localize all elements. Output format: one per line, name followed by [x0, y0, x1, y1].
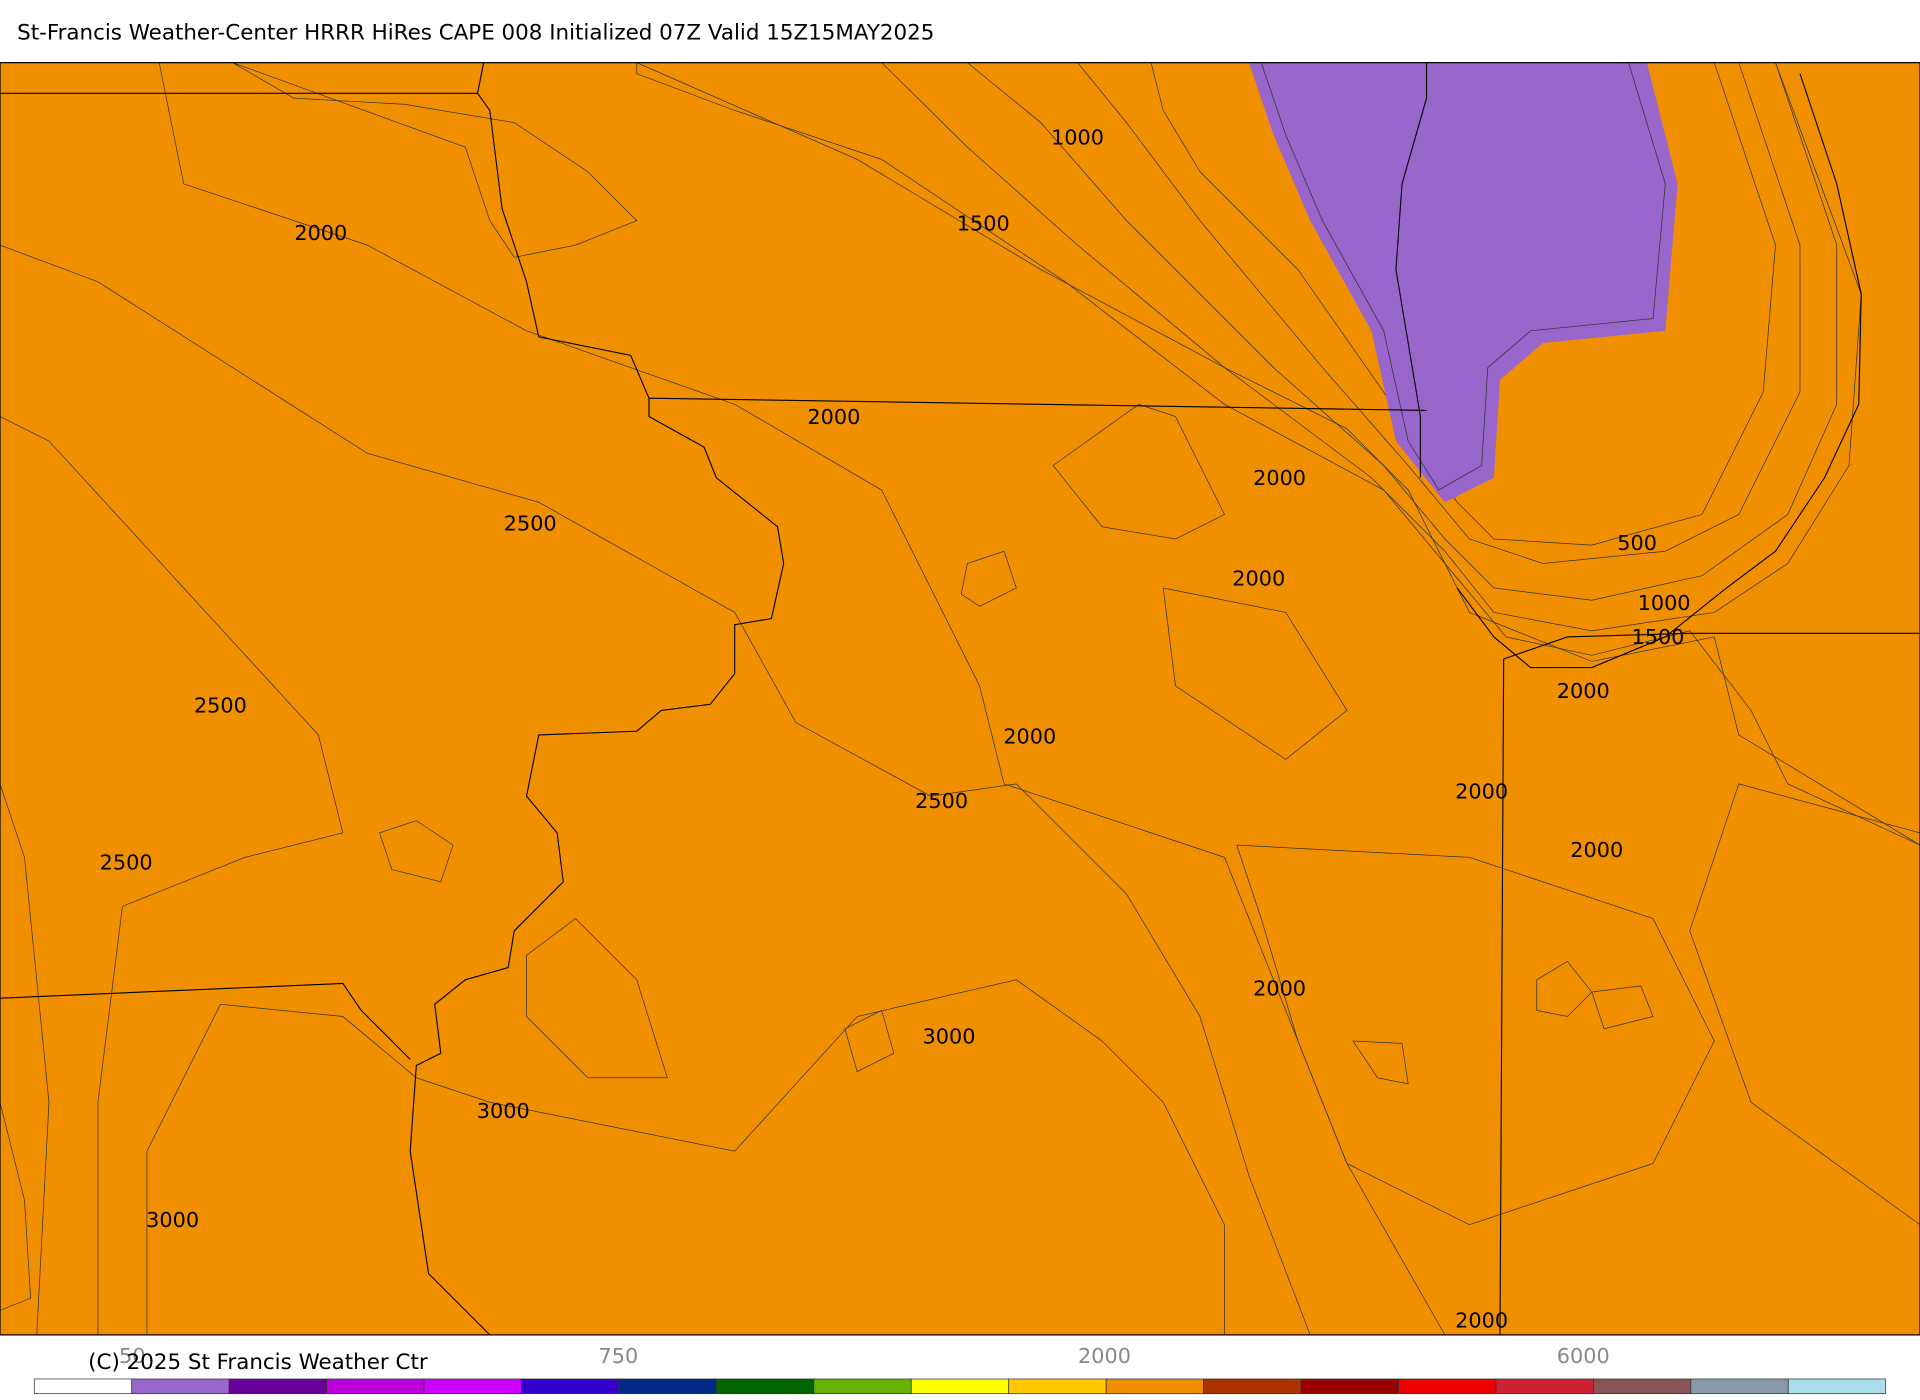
- contour-label: 2000: [1455, 779, 1508, 803]
- colorbar-swatch: [326, 1378, 425, 1395]
- contour-label: 3000: [477, 1099, 530, 1123]
- colorbar-swatch: [1398, 1378, 1497, 1395]
- cape-field: [526, 918, 668, 1079]
- colorbar: 50 750 2000 6000: [33, 1344, 1887, 1395]
- cape-field: [1591, 985, 1654, 1030]
- map-frame: [0, 62, 1920, 1336]
- contour-labels: 1000 1500 2000 2000 2000 2500 500 2000 1000 1500 2…: [100, 126, 1691, 1333]
- map-area: [0, 62, 1920, 1336]
- colorbar-swatch: [521, 1378, 620, 1395]
- contour-label: 500: [1617, 531, 1657, 555]
- contour-label: 2500: [194, 694, 247, 718]
- cape-field: [0, 1102, 31, 1311]
- contour-label: 2500: [100, 850, 153, 874]
- contour-label: 2500: [915, 789, 968, 813]
- contour-label: 2000: [1570, 838, 1623, 862]
- cape-field: [636, 62, 1920, 846]
- contour-label: 1500: [957, 211, 1010, 235]
- colorbar-swatch: [1008, 1378, 1107, 1395]
- contour-label: 2000: [807, 405, 860, 429]
- contour-label: 2000: [1455, 1308, 1508, 1332]
- cape-field: [1236, 844, 1715, 1226]
- cape-field: [1248, 62, 1678, 503]
- colorbar-swatch: [716, 1378, 815, 1395]
- cape-field: [1076, 62, 1801, 564]
- cape-field: [880, 62, 1862, 632]
- contour-label: 3000: [146, 1208, 199, 1232]
- contour-label: 1000: [1051, 126, 1104, 150]
- contour-label: 1500: [1631, 625, 1684, 649]
- contour-label: 3000: [923, 1024, 976, 1048]
- contour-label: 2000: [294, 221, 347, 245]
- colorbar-swatch: [1495, 1378, 1594, 1395]
- cape-field: [0, 783, 50, 1336]
- colorbar-label: 6000: [1557, 1344, 1610, 1368]
- contour-label: 2500: [504, 511, 557, 535]
- colorbar-swatch: [33, 1378, 133, 1395]
- contour-label: 2000: [1003, 724, 1056, 748]
- colorbar-label: 50: [119, 1344, 145, 1368]
- state-border: [1456, 73, 1862, 669]
- cape-field: [1150, 62, 1776, 546]
- contour-label: 2000: [1232, 566, 1285, 590]
- colorbar-swatch: [228, 1378, 327, 1395]
- colorbar-swatch: [910, 1378, 1010, 1395]
- colorbar-swatch: [1593, 1378, 1692, 1395]
- cape-field: [1162, 587, 1348, 760]
- cape-field: [232, 62, 638, 258]
- cape-field: [232, 62, 1920, 846]
- colorbar-swatch: [1787, 1378, 1887, 1395]
- cape-field: [1052, 403, 1225, 540]
- contour-label: 2000: [1253, 977, 1306, 1001]
- cape-field: [1536, 960, 1593, 1017]
- colorbar-swatch: [618, 1378, 717, 1395]
- colorbar-label: 2000: [1078, 1344, 1131, 1368]
- colorbar-label: 750: [599, 1344, 639, 1368]
- cape-field: [1352, 1040, 1409, 1085]
- cape-field: [1689, 783, 1920, 1226]
- colorbar-swatch: [131, 1378, 230, 1395]
- cape-field: [0, 244, 1311, 1336]
- colorbar-swatch: [1105, 1378, 1204, 1395]
- copyright: (C) 2025 St Francis Weather Ctr: [88, 1350, 428, 1375]
- map-title: St-Francis Weather-Center HRRR HiRes CAP…: [17, 20, 934, 45]
- contour-label: 2000: [1253, 466, 1306, 490]
- cape-field: [960, 550, 1017, 607]
- cape-field: [379, 820, 454, 883]
- lake: [1260, 62, 1666, 491]
- colorbar-swatch: [813, 1378, 912, 1395]
- colorbar-swatch: [423, 1378, 522, 1395]
- colorbar-swatch: [1690, 1378, 1789, 1395]
- cape-field: [844, 1009, 895, 1073]
- cape-field: [966, 62, 1838, 601]
- colorbar-swatch: [1203, 1378, 1302, 1395]
- contour-label: 2000: [1557, 679, 1610, 703]
- state-border: [0, 62, 1920, 1336]
- colorbar-swatch: [1300, 1378, 1399, 1395]
- cape-field: [146, 979, 1225, 1336]
- contour-label: 1000: [1638, 591, 1691, 615]
